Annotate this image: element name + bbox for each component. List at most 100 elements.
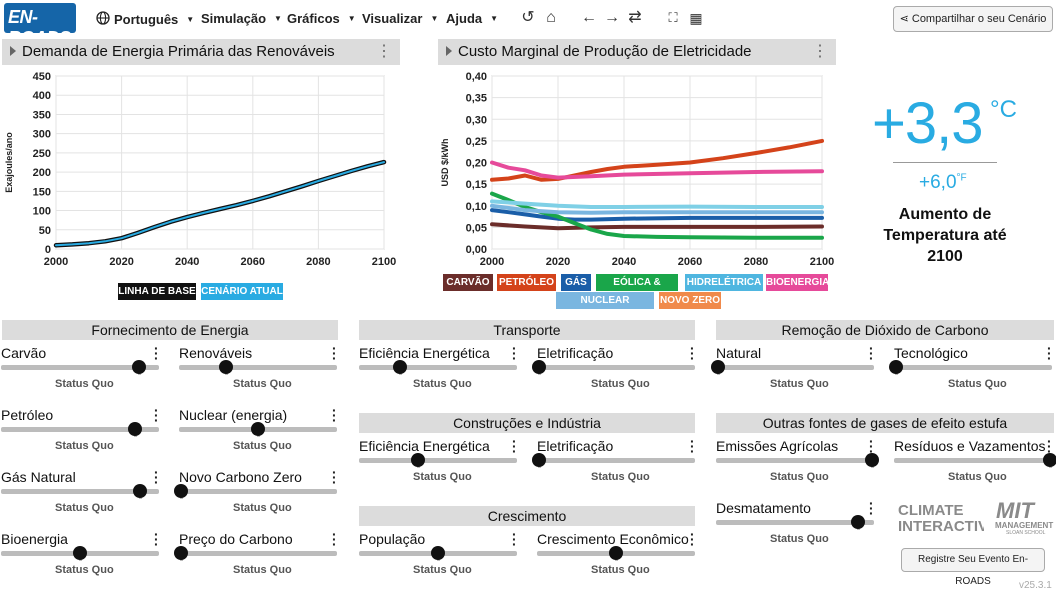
slider-const_eficiencia[interactable]: Eficiência Energética · · · Status Quo: [359, 433, 519, 488]
slider-crescimento_econ[interactable]: Crescimento Econômico · · · Status Quo: [537, 526, 697, 581]
more-options-icon[interactable]: · · ·: [869, 433, 874, 459]
legend-item[interactable]: NOVO ZERO: [659, 292, 721, 309]
slider-handle[interactable]: [711, 360, 725, 374]
right-graph-header[interactable]: Custo Marginal de Produção de Eletricida…: [438, 39, 836, 65]
more-options-icon[interactable]: ⋮: [376, 43, 392, 60]
slider-gas[interactable]: Gás Natural · · · Status Quo: [1, 464, 161, 519]
slider-track[interactable]: [1, 489, 159, 494]
register-event-button[interactable]: Registre Seu Evento En-ROADS: [901, 548, 1045, 587]
more-options-icon[interactable]: · · ·: [332, 340, 337, 366]
legend-item[interactable]: CARVÃO: [443, 274, 493, 291]
more-options-icon[interactable]: · · ·: [332, 526, 337, 552]
menu-graficos[interactable]: Gráficos ▼: [287, 11, 356, 26]
more-options-icon[interactable]: · · ·: [869, 495, 874, 521]
slider-track[interactable]: [894, 365, 1052, 370]
more-options-icon[interactable]: · · ·: [869, 340, 874, 366]
slider-handle[interactable]: [1043, 453, 1056, 467]
slider-transp_eficiencia[interactable]: Eficiência Energética · · · Status Quo: [359, 340, 519, 395]
slider-cdr_tecnologico[interactable]: Tecnológico · · · Status Quo: [889, 340, 1054, 395]
slider-track[interactable]: [1, 365, 159, 370]
legend-item[interactable]: EÓLICA & SOLAR: [596, 274, 678, 305]
grid-icon[interactable]: ▦: [689, 10, 703, 26]
legend-baseline[interactable]: LINHA DE BASE: [118, 283, 196, 300]
slider-handle[interactable]: [174, 546, 188, 560]
slider-novo_zero[interactable]: Novo Carbono Zero · · · Status Quo: [174, 464, 339, 519]
slider-handle[interactable]: [73, 546, 87, 560]
slider-handle[interactable]: [532, 453, 546, 467]
slider-track[interactable]: [537, 458, 695, 463]
slider-handle[interactable]: [251, 422, 265, 436]
slider-track[interactable]: [894, 458, 1052, 463]
more-options-icon[interactable]: · · ·: [154, 402, 159, 428]
menu-ajuda[interactable]: Ajuda ▼: [446, 11, 498, 26]
share-scenario-button[interactable]: ⋖ Compartilhar o seu Cenário: [893, 6, 1053, 32]
more-options-icon[interactable]: · · ·: [1047, 433, 1052, 459]
climate-interactive-logo[interactable]: CLIMATE INTERACTIVE: [896, 500, 998, 536]
slider-handle[interactable]: [219, 360, 233, 374]
more-options-icon[interactable]: · · ·: [512, 340, 517, 366]
more-options-icon[interactable]: · · ·: [154, 464, 159, 490]
more-options-icon[interactable]: · · ·: [690, 526, 695, 552]
slider-preco_carbono[interactable]: Preço do Carbono · · · Status Quo: [174, 526, 339, 581]
more-options-icon[interactable]: · · ·: [154, 340, 159, 366]
more-options-icon[interactable]: · · ·: [332, 402, 337, 428]
more-options-icon[interactable]: · · ·: [154, 526, 159, 552]
slider-carvao[interactable]: Carvão · · · Status Quo: [1, 340, 161, 395]
more-options-icon[interactable]: · · ·: [690, 340, 695, 366]
slider-track[interactable]: [179, 551, 337, 556]
slider-handle[interactable]: [431, 546, 445, 560]
slider-renovaveis[interactable]: Renováveis · · · Status Quo: [179, 340, 339, 395]
slider-handle[interactable]: [889, 360, 903, 374]
slider-cdr_natural[interactable]: Natural · · · Status Quo: [711, 340, 876, 395]
undo-icon[interactable]: ↺: [521, 9, 535, 26]
slider-track[interactable]: [179, 489, 337, 494]
left-graph-header[interactable]: Demanda de Energia Primária das Renováve…: [2, 39, 400, 65]
en-roads-logo[interactable]: EN-ROADS: [4, 3, 76, 48]
legend-item[interactable]: HIDRELÉTRICA: [685, 274, 763, 291]
back-icon[interactable]: ←: [581, 9, 597, 26]
expand-triangle-icon[interactable]: [446, 46, 452, 56]
fullscreen-icon[interactable]: ⛶: [668, 10, 678, 25]
more-options-icon[interactable]: · · ·: [1047, 340, 1052, 366]
mit-sloan-logo[interactable]: MIT MANAGEMENT SLOAN SCHOOL: [994, 498, 1054, 536]
legend-item[interactable]: BIOENERGIA: [766, 274, 829, 291]
slider-handle[interactable]: [393, 360, 407, 374]
legend-item[interactable]: NUCLEAR (ENERGIA): [556, 292, 654, 323]
more-options-icon[interactable]: · · ·: [332, 464, 337, 490]
refresh-icon[interactable]: ⇄: [628, 9, 642, 26]
slider-handle[interactable]: [174, 484, 188, 498]
slider-agricola[interactable]: Emissões Agrícolas · · · Status Quo: [716, 433, 879, 488]
slider-handle[interactable]: [128, 422, 142, 436]
slider-desmatamento[interactable]: Desmatamento · · · Status Quo: [716, 495, 876, 550]
slider-track[interactable]: [716, 520, 874, 525]
legend-item[interactable]: GÁS: [561, 274, 591, 291]
more-options-icon[interactable]: · · ·: [512, 526, 517, 552]
legend-item[interactable]: PETRÓLEO: [497, 274, 556, 291]
menu-visualizar[interactable]: Visualizar ▼: [362, 11, 438, 26]
slider-handle[interactable]: [851, 515, 865, 529]
slider-track[interactable]: [716, 365, 874, 370]
slider-handle[interactable]: [411, 453, 425, 467]
slider-handle[interactable]: [532, 360, 546, 374]
slider-bioenergia[interactable]: Bioenergia · · · Status Quo: [1, 526, 161, 581]
expand-triangle-icon[interactable]: [10, 46, 16, 56]
slider-populacao[interactable]: População · · · Status Quo: [359, 526, 519, 581]
slider-track[interactable]: [179, 365, 337, 370]
slider-track[interactable]: [537, 365, 695, 370]
slider-track[interactable]: [359, 458, 517, 463]
slider-residuos[interactable]: Resíduos e Vazamentos · · · Status Quo: [894, 433, 1056, 488]
more-options-icon[interactable]: ⋮: [812, 43, 828, 60]
slider-nuclear[interactable]: Nuclear (energia) · · · Status Quo: [179, 402, 339, 457]
more-options-icon[interactable]: · · ·: [690, 433, 695, 459]
slider-petroleo[interactable]: Petróleo · · · Status Quo: [1, 402, 161, 457]
slider-handle[interactable]: [133, 484, 147, 498]
slider-handle[interactable]: [865, 453, 879, 467]
legend-current[interactable]: CENÁRIO ATUAL: [201, 283, 283, 300]
slider-transp_eletrificacao[interactable]: Eletrificação · · · Status Quo: [532, 340, 697, 395]
slider-track[interactable]: [359, 365, 517, 370]
slider-handle[interactable]: [609, 546, 623, 560]
slider-track[interactable]: [716, 458, 874, 463]
more-options-icon[interactable]: · · ·: [512, 433, 517, 459]
home-icon[interactable]: ⌂: [546, 9, 556, 26]
slider-track[interactable]: [1, 427, 159, 432]
